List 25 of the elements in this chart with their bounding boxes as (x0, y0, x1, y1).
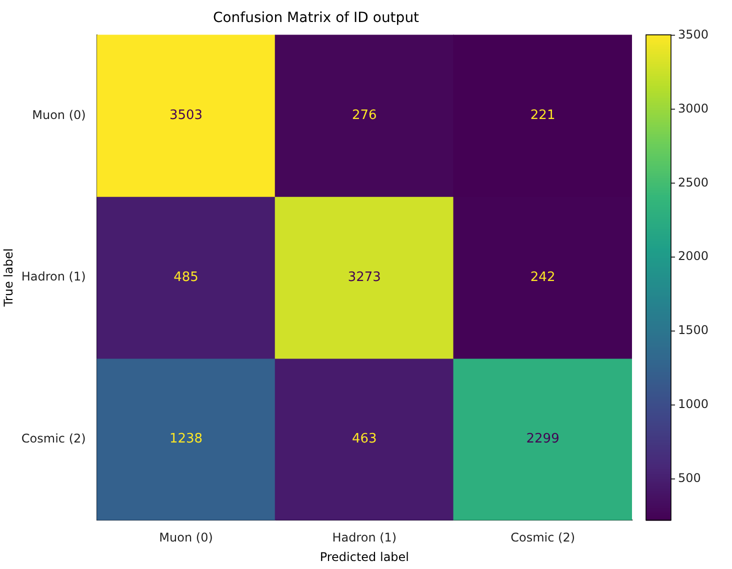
data-label: 485 (174, 270, 198, 285)
color-bar-label: 3000 (678, 101, 709, 116)
data-label: 242 (530, 270, 556, 285)
data-label: 3503 (169, 108, 203, 124)
y-axis-title: True label (1, 248, 16, 308)
chart-title: Confusion Matrix of ID output (212, 10, 420, 26)
data-label: 221 (530, 108, 556, 124)
x-tick-label: Cosmic (2) (510, 530, 576, 545)
data-label: 2299 (526, 432, 560, 447)
data-label: 463 (352, 432, 377, 447)
color-bar-label: 2000 (678, 249, 709, 264)
color-bar-label: 1000 (678, 397, 709, 412)
y-tick-label: Cosmic (2) (21, 431, 86, 446)
color-bar-label: 500 (678, 471, 701, 486)
data-label: 1238 (169, 432, 203, 447)
y-tick-label: Hadron (1) (21, 270, 86, 284)
x-tick-label: Muon (0) (159, 530, 213, 545)
color-bar-label: 1500 (678, 323, 709, 338)
color-bar-label: 2500 (678, 175, 709, 190)
x-tick-label: Hadron (1) (332, 530, 397, 545)
color-bar-label: 3500 (678, 27, 709, 42)
y-tick-label: Muon (0) (32, 108, 86, 122)
data-label: 276 (352, 108, 377, 124)
data-label: 3273 (348, 270, 381, 285)
x-axis-title: Predicted label (320, 550, 409, 564)
